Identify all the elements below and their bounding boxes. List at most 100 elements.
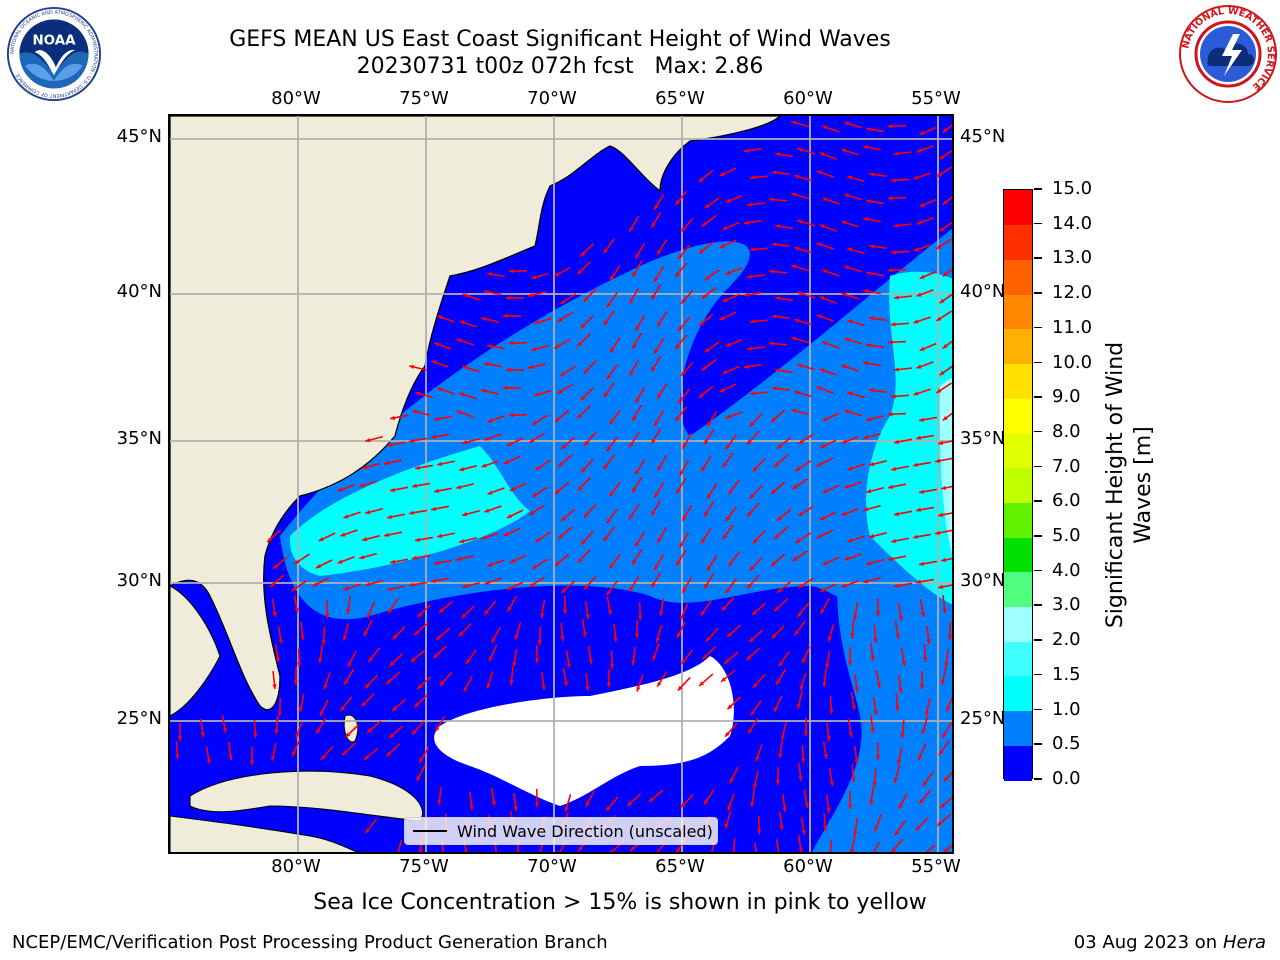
wave-direction-arrow [822, 341, 840, 349]
wave-direction-arrow [773, 454, 789, 468]
wave-direction-arrow [797, 147, 815, 155]
wave-direction-arrow [816, 457, 834, 467]
colorbar-segment [1004, 710, 1032, 746]
colorbar-tick [1034, 430, 1042, 433]
wave-direction-arrow [816, 170, 834, 178]
wave-direction-arrow [725, 434, 737, 450]
wave-direction-arrow [939, 796, 952, 809]
wave-direction-arrow [266, 529, 282, 543]
wave-direction-arrow [531, 344, 549, 352]
wave-direction-arrow [528, 576, 546, 588]
wave-direction-arrow [816, 242, 834, 250]
wave-direction-arrow [680, 361, 694, 377]
colorbar-tick [1034, 673, 1042, 676]
wave-direction-arrow [609, 842, 623, 852]
wave-direction-arrow [484, 289, 502, 296]
wave-direction-arrow [917, 743, 927, 761]
no-data-region [434, 656, 734, 806]
wave-direction-arrow [841, 220, 859, 228]
wave-direction-arrow [512, 648, 518, 668]
colorbar-tick-label: 5.0 [1052, 525, 1081, 547]
wave-direction-arrow [270, 743, 277, 761]
wave-direction-arrow [491, 626, 501, 644]
wave-direction-arrow [743, 219, 763, 225]
wave-direction-arrow [384, 459, 402, 466]
colorbar-tick [1034, 778, 1042, 780]
wave-direction-arrow [780, 722, 787, 740]
wave-direction-arrow [704, 197, 720, 209]
wave-direction-arrow [603, 310, 615, 326]
wave-direction-arrow [719, 383, 737, 393]
wave-direction-arrow [631, 646, 636, 666]
wave-direction-arrow [410, 649, 426, 663]
wave-direction-arrow [271, 598, 277, 618]
wave-direction-arrow [754, 842, 757, 852]
wave-direction-arrow [847, 391, 865, 399]
wave-direction-arrow [534, 389, 552, 397]
wave-direction-arrow [752, 771, 759, 789]
wave-direction-arrow [434, 559, 452, 565]
wave-direction-arrow [794, 174, 812, 182]
wave-direction-arrow [873, 624, 878, 644]
wave-direction-arrow [609, 650, 615, 670]
wave-direction-arrow [893, 223, 913, 228]
wave-direction-arrow [323, 672, 331, 690]
wave-direction-arrow [387, 585, 405, 592]
wave-direction-arrow [605, 580, 619, 596]
wave-direction-arrow [724, 722, 738, 738]
wave-direction-arrow [919, 126, 937, 136]
colorbar-tick [1034, 500, 1042, 502]
wave-direction-arrow [749, 319, 769, 324]
wave-direction-arrow [746, 346, 766, 351]
wave-direction-arrow [564, 794, 572, 812]
wave-direction-arrow [778, 739, 784, 759]
wave-direction-arrow [755, 744, 763, 762]
longitude-label-bottom: 65°W [655, 856, 705, 877]
wave-direction-arrow [897, 602, 903, 622]
wave-direction-arrow [486, 671, 494, 689]
wave-direction-arrow [415, 391, 433, 399]
colorbar-tick-label: 1.5 [1052, 663, 1081, 685]
wave-direction-arrow [434, 487, 452, 493]
wave-direction-arrow [534, 317, 552, 325]
wave-direction-arrow [841, 580, 859, 588]
wave-direction-arrow [581, 618, 587, 638]
wave-direction-arrow [606, 292, 618, 308]
wave-direction-arrow [844, 337, 862, 345]
colorbar-label: Significant Height of Wind Waves [m] [1102, 342, 1158, 628]
map-panel [168, 114, 954, 854]
wave-direction-arrow [921, 716, 929, 734]
wave-direction-arrow [698, 169, 714, 183]
colorbar-tick-label: 10.0 [1052, 351, 1093, 373]
wave-direction-arrow [746, 202, 766, 207]
wave-direction-arrow [626, 793, 642, 807]
wave-direction-arrow [587, 645, 593, 665]
wave-direction-arrow [408, 509, 428, 515]
wave-direction-arrow [936, 238, 952, 250]
footer-branch: NCEP/EMC/Verification Post Processing Pr… [12, 932, 608, 953]
wave-direction-arrow [828, 767, 834, 787]
wave-direction-arrow [720, 669, 736, 683]
wave-direction-arrow [706, 483, 718, 499]
wave-direction-arrow [631, 332, 643, 350]
wave-direction-arrow [483, 600, 497, 616]
wave-direction-arrow [894, 620, 900, 640]
colorbar-tick-label: 13.0 [1052, 247, 1093, 269]
wave-direction-arrow [312, 577, 330, 587]
wave-direction-arrow [844, 121, 862, 129]
colorbar-tick [1034, 222, 1042, 225]
wave-direction-arrow [851, 763, 856, 783]
colorbar-segment [1004, 190, 1032, 226]
wave-direction-arrow [650, 355, 662, 373]
wave-direction-arrow [913, 244, 931, 252]
wave-direction-arrow [384, 531, 402, 538]
wave-direction-arrow [825, 650, 831, 670]
wave-direction-arrow [366, 720, 382, 734]
wave-direction-arrow [751, 602, 767, 616]
wave-direction-arrow [636, 674, 644, 692]
wave-direction-arrow [727, 551, 741, 567]
wave-direction-arrow [841, 364, 859, 372]
longitude-label-top: 55°W [911, 88, 961, 109]
wave-direction-arrow [913, 388, 931, 396]
wave-direction-arrow [481, 532, 499, 540]
